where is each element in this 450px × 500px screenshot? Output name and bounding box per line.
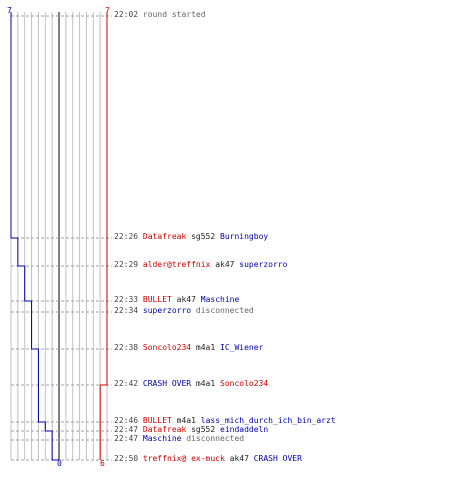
event-row: 22:02 round started [114,10,206,20]
event-time: 22:50 [114,454,139,463]
event-time: 22:02 [114,10,139,19]
red-end-score: 6 [100,459,105,468]
event-time: 22:38 [114,343,139,352]
event-text: ak47 [229,454,249,463]
event-text: Datafreak [142,232,187,241]
event-row: 22:38 Soncolo234 m4a1 IC_Wiener [114,343,263,353]
event-row: 22:26 Datafreak sg552 Burningboy [114,232,268,242]
event-row: 22:47 Datafreak sg552 eindaddeln [114,425,268,435]
event-text: Maschine [142,434,182,443]
event-text: Datafreak [142,425,187,434]
event-text: disconnected [195,306,254,315]
event-row: 22:50 treffnix@ ex-muck ak47 CRASH OVER [114,454,302,464]
event-time: 22:33 [114,295,139,304]
event-text: disconnected [186,434,245,443]
event-text: CRASH OVER [253,454,302,463]
event-text: CRASH OVER [142,379,192,388]
event-text: ak47 [215,260,235,269]
event-text: m4a1 [195,343,216,352]
event-text: Burningboy [220,232,269,241]
event-text: Soncolo234 [220,379,269,388]
blue-start-score: 7 [7,6,12,15]
event-text: lass_mich_durch_ich_bin_arzt [200,416,336,425]
event-text: m4a1 [195,379,216,388]
event-row: 22:47 Maschine disconnected [114,434,244,444]
event-time: 22:26 [114,232,139,241]
red-team-line [99,12,108,460]
event-text: alder@treffnix [142,260,211,269]
blue-team-line [10,12,59,461]
event-row: 22:46 BULLET m4a1 lass_mich_durch_ich_bi… [114,416,336,426]
event-text: BULLET [142,416,172,425]
event-row: 22:33 BULLET ak47 Maschine [114,295,239,305]
event-time: 22:46 [114,416,139,425]
event-text: ak47 [176,295,196,304]
event-text: BULLET [142,295,172,304]
event-text: superzorro [142,306,192,315]
event-time: 22:47 [114,425,139,434]
event-text: treffnix@ ex-muck [142,454,225,463]
event-text: sg552 [191,232,216,241]
event-text: eindaddeln [220,425,269,434]
event-text: m4a1 [176,416,196,425]
event-text: sg552 [191,425,216,434]
event-time: 22:29 [114,260,139,269]
red-start-score: 7 [105,6,110,15]
event-time: 22:42 [114,379,139,388]
event-text: round started [142,10,206,19]
blue-end-score: 0 [57,459,62,468]
event-row: 22:34 superzorro disconnected [114,306,254,316]
event-text: Soncolo234 [142,343,192,352]
event-text: Maschine [200,295,240,304]
event-text: superzorro [239,260,288,269]
event-text: IC_Wiener [220,343,264,352]
event-row: 22:29 alder@treffnix ak47 superzorro [114,260,287,270]
event-row: 22:42 CRASH OVER m4a1 Soncolo234 [114,379,268,389]
event-time: 22:47 [114,434,139,443]
event-time: 22:34 [114,306,139,315]
